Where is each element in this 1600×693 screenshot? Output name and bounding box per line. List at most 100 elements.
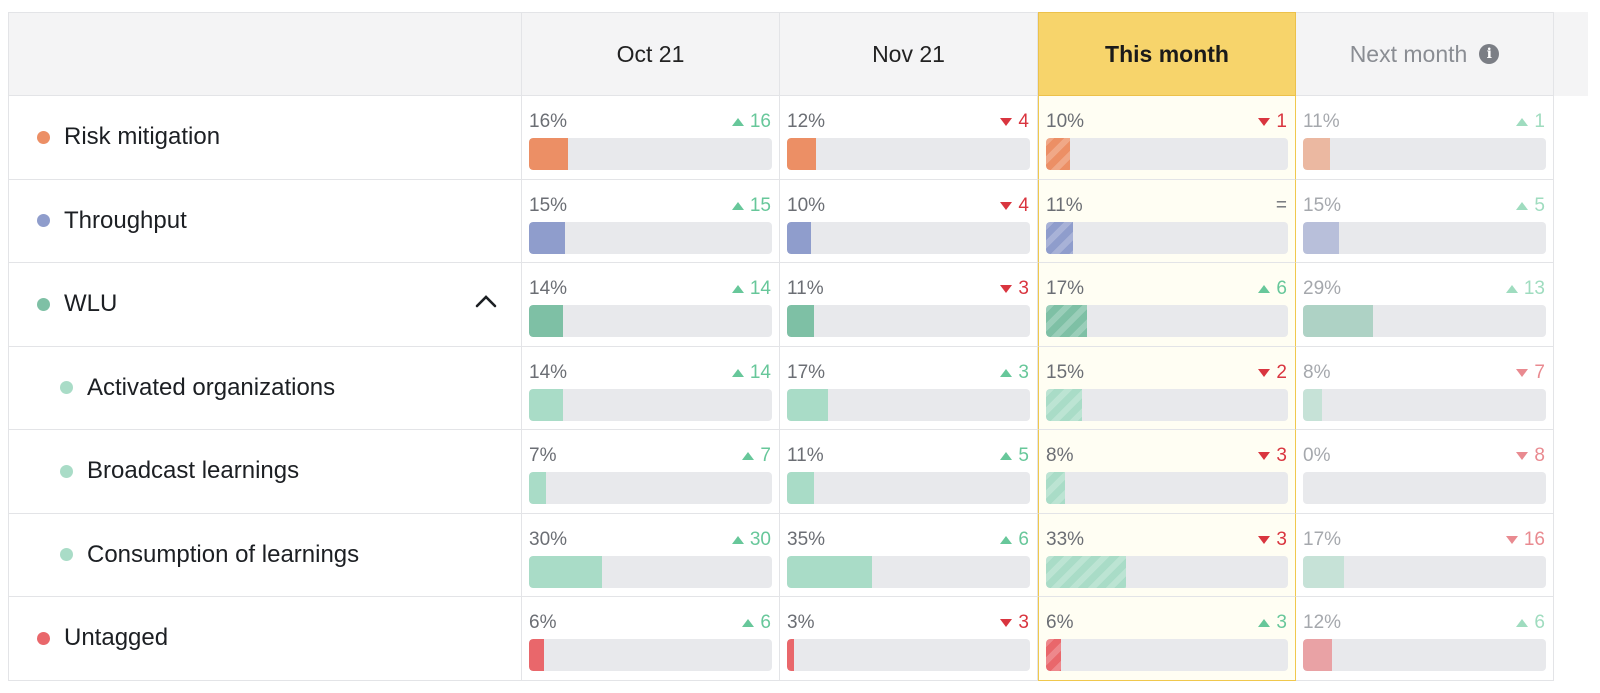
row-label-cell[interactable]: Broadcast learnings [8,430,522,514]
triangle-down-icon [1000,285,1013,293]
metric-cell[interactable]: 17% 6 [1038,263,1296,347]
delta-indicator: 3 [1000,612,1029,634]
table-row[interactable]: Risk mitigation 16% 16 12% 4 10% 1 11% 1 [8,96,1588,180]
row-label-cell[interactable]: Consumption of learnings [8,513,522,597]
metric-cell[interactable]: 14% 14 [522,346,780,430]
metric-cell[interactable]: 12% 4 [780,96,1038,180]
progress-bar-fill [1303,388,1323,421]
triangle-up-icon [742,452,755,460]
metric-cell[interactable]: 11% 3 [780,263,1038,347]
percentage-value: 15% [1303,194,1342,216]
percentage-value: 3% [787,612,815,633]
percentage-value: 0% [1303,445,1331,466]
row-label-cell[interactable]: Risk mitigation [8,96,522,180]
metric-cell[interactable]: 11% = [1038,179,1296,263]
metric-cell[interactable]: 11% 5 [780,430,1038,514]
percentage-value: 6% [529,612,557,633]
percentage-value: 30% [529,528,568,550]
metric-cell[interactable]: 33% 3 [1038,513,1296,597]
delta-value: 16 [749,111,771,132]
category-dot-icon [37,130,50,144]
delta-indicator: 3 [1258,445,1287,467]
delta-indicator: 3 [1000,278,1029,300]
metric-cell[interactable]: 35% 6 [780,513,1038,597]
metric-cell[interactable]: 7% 7 [522,430,780,514]
metric-cell[interactable]: 15% 5 [1296,179,1554,263]
delta-indicator: 6 [1516,612,1545,634]
metric-cell[interactable]: 16% 16 [522,96,780,180]
category-dot-icon [60,381,73,395]
metric-cell[interactable]: 10% 4 [780,179,1038,263]
row-label-cell[interactable]: Untagged [8,597,522,681]
category-dot-icon [37,631,50,645]
table-row[interactable]: Untagged 6% 6 3% 3 6% 3 12% 6 [8,597,1588,681]
progress-bar-fill [529,388,564,421]
delta-value: 14 [749,278,771,299]
metric-cell[interactable]: 15% 2 [1038,346,1296,430]
metric-cell[interactable]: 14% 14 [522,263,780,347]
triangle-up-icon [731,535,744,544]
delta-value: 5 [1534,194,1545,216]
chevron-up-icon[interactable] [475,294,497,308]
category-dot-icon [37,297,50,311]
metric-cell[interactable]: 6% 6 [522,597,780,681]
metric-cell[interactable]: 8% 3 [1038,430,1296,514]
triangle-down-icon [1516,368,1529,377]
percentage-value: 12% [1303,612,1342,633]
table-row[interactable]: Activated organizations 14% 14 17% 3 15% 2 8% 7 [8,346,1588,430]
allocation-table: Oct 21 Nov 21 This month Next month i Ris… [8,12,1588,681]
percentage-value: 14% [529,278,568,299]
delta-indicator: 2 [1258,362,1287,384]
progress-bar [787,639,1030,671]
table-row[interactable]: Throughput 15% 15 10% 4 11% = 15% 5 [8,179,1588,263]
delta-indicator: = [1276,195,1287,217]
delta-value: 6 [1534,612,1545,633]
progress-bar-fill [787,305,814,337]
column-header-oct[interactable]: Oct 21 [522,12,780,96]
column-header-next-month[interactable]: Next month i [1296,12,1554,96]
table-row[interactable]: Broadcast learnings 7% 7 11% 5 8% 3 0% 8 [8,430,1588,514]
progress-bar [1303,138,1546,170]
triangle-down-icon [1000,201,1013,210]
row-label: Consumption of learnings [87,540,360,568]
metric-cell[interactable]: 29% 13 [1296,263,1554,347]
header-corner [8,12,522,96]
delta-indicator: 15 [731,195,771,217]
metric-cell[interactable]: 30% 30 [522,513,780,597]
metric-cell[interactable]: 15% 15 [522,179,780,263]
percentage-value: 10% [1046,111,1085,132]
metric-cell[interactable]: 0% 8 [1296,430,1554,514]
metric-cell[interactable]: 11% 1 [1296,96,1554,180]
table-row[interactable]: WLU 14% 14 11% 3 17% 6 29% 13 [8,263,1588,347]
row-label-cell[interactable]: Throughput [8,179,522,263]
metric-cell[interactable]: 6% 3 [1038,597,1296,681]
metric-cell[interactable]: 10% 1 [1038,96,1296,180]
progress-bar [529,388,772,421]
delta-value: 3 [1018,361,1029,383]
progress-bar-fill [529,555,602,588]
metric-cell[interactable]: 3% 3 [780,597,1038,681]
metric-cell[interactable]: 12% 6 [1296,597,1554,681]
percentage-value: 29% [1303,278,1342,299]
delta-value: 8 [1534,445,1545,466]
row-label: Broadcast learnings [87,457,300,485]
metric-cell[interactable]: 17% 16 [1296,513,1554,597]
table-row[interactable]: Consumption of learnings 30% 30 35% 6 33% 3 17%… [8,513,1588,597]
progress-bar-fill [1046,138,1071,170]
row-label-cell[interactable]: WLU [8,263,522,347]
delta-value: 3 [1276,612,1287,633]
triangle-up-icon [731,118,744,126]
percentage-value: 11% [787,278,824,299]
metric-cell[interactable]: 17% 3 [780,346,1038,430]
column-header-label: Oct 21 [616,40,685,67]
metric-cell[interactable]: 8% 7 [1296,346,1554,430]
row-label: Risk mitigation [64,123,221,151]
category-dot-icon [37,214,50,228]
column-header-this-month[interactable]: This month [1038,12,1296,96]
delta-indicator: 3 [1258,612,1287,634]
column-header-nov[interactable]: Nov 21 [780,12,1038,96]
row-label-cell[interactable]: Activated organizations [8,346,522,430]
delta-value: 6 [760,612,771,633]
progress-bar-fill [529,639,544,671]
info-icon[interactable]: i [1479,44,1500,64]
